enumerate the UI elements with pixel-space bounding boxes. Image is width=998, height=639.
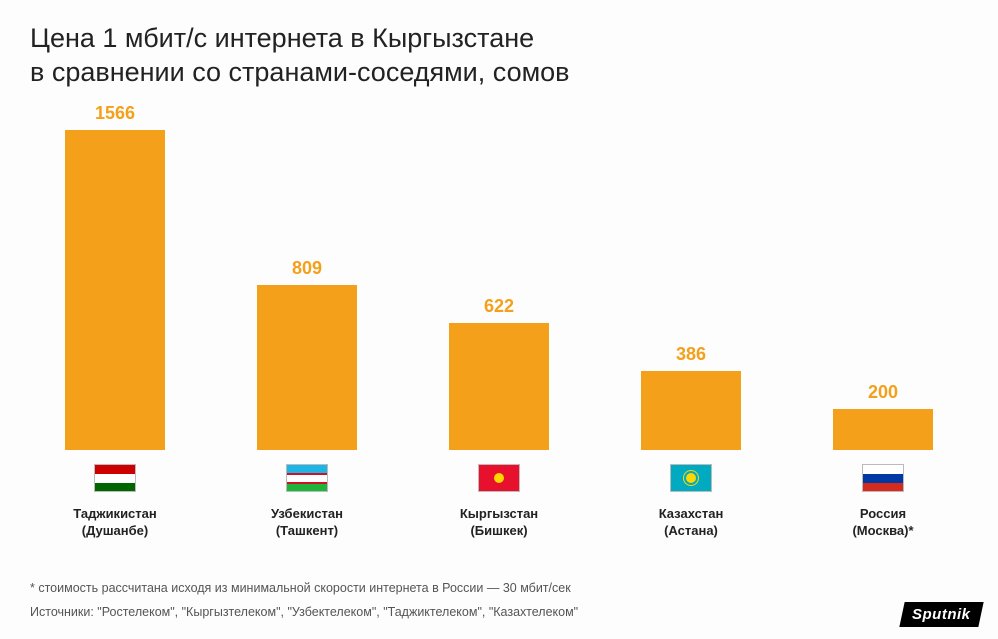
flag-icon — [862, 464, 904, 492]
country-label: Россия(Москва)* — [852, 506, 913, 540]
bar-chart: 1566Таджикистан(Душанбе)809Узбекистан(Та… — [30, 110, 968, 540]
flag-icon — [94, 464, 136, 492]
country-label: Таджикистан(Душанбе) — [73, 506, 156, 540]
title-line-2: в сравнении со странами-соседями, сомов — [30, 57, 570, 87]
bar-value-label: 622 — [484, 296, 514, 317]
bar — [833, 409, 933, 450]
country-label: Узбекистан(Ташкент) — [271, 506, 343, 540]
bar — [257, 285, 357, 450]
bar-value-label: 1566 — [95, 103, 135, 124]
flag-icon — [286, 464, 328, 492]
country-label: Кыргызстан(Бишкек) — [460, 506, 538, 540]
chart-title: Цена 1 мбит/с интернета в Кыргызстане в … — [30, 22, 570, 90]
chart-column: 1566 Таджикистан(Душанбе) — [30, 103, 200, 540]
flag-icon — [670, 464, 712, 492]
flag-icon — [478, 464, 520, 492]
sources: Источники: "Ростелеком", "Кыргызтелеком"… — [30, 605, 578, 619]
footnote: * стоимость рассчитана исходя из минимал… — [30, 581, 571, 595]
country-label: Казахстан(Астана) — [659, 506, 724, 540]
bar — [65, 130, 165, 450]
bar-value-label: 386 — [676, 344, 706, 365]
chart-column: 200 Россия(Москва)* — [798, 382, 968, 540]
bar-value-label: 809 — [292, 258, 322, 279]
title-line-1: Цена 1 мбит/с интернета в Кыргызстане — [30, 23, 534, 53]
bar — [449, 323, 549, 450]
chart-column: 622 Кыргызстан(Бишкек) — [414, 296, 584, 540]
bar — [641, 371, 741, 450]
bar-value-label: 200 — [868, 382, 898, 403]
chart-column: 809 Узбекистан(Ташкент) — [222, 258, 392, 540]
chart-column: 386 Казахстан(Астана) — [606, 344, 776, 540]
sputnik-logo: Sputnik — [899, 602, 983, 627]
